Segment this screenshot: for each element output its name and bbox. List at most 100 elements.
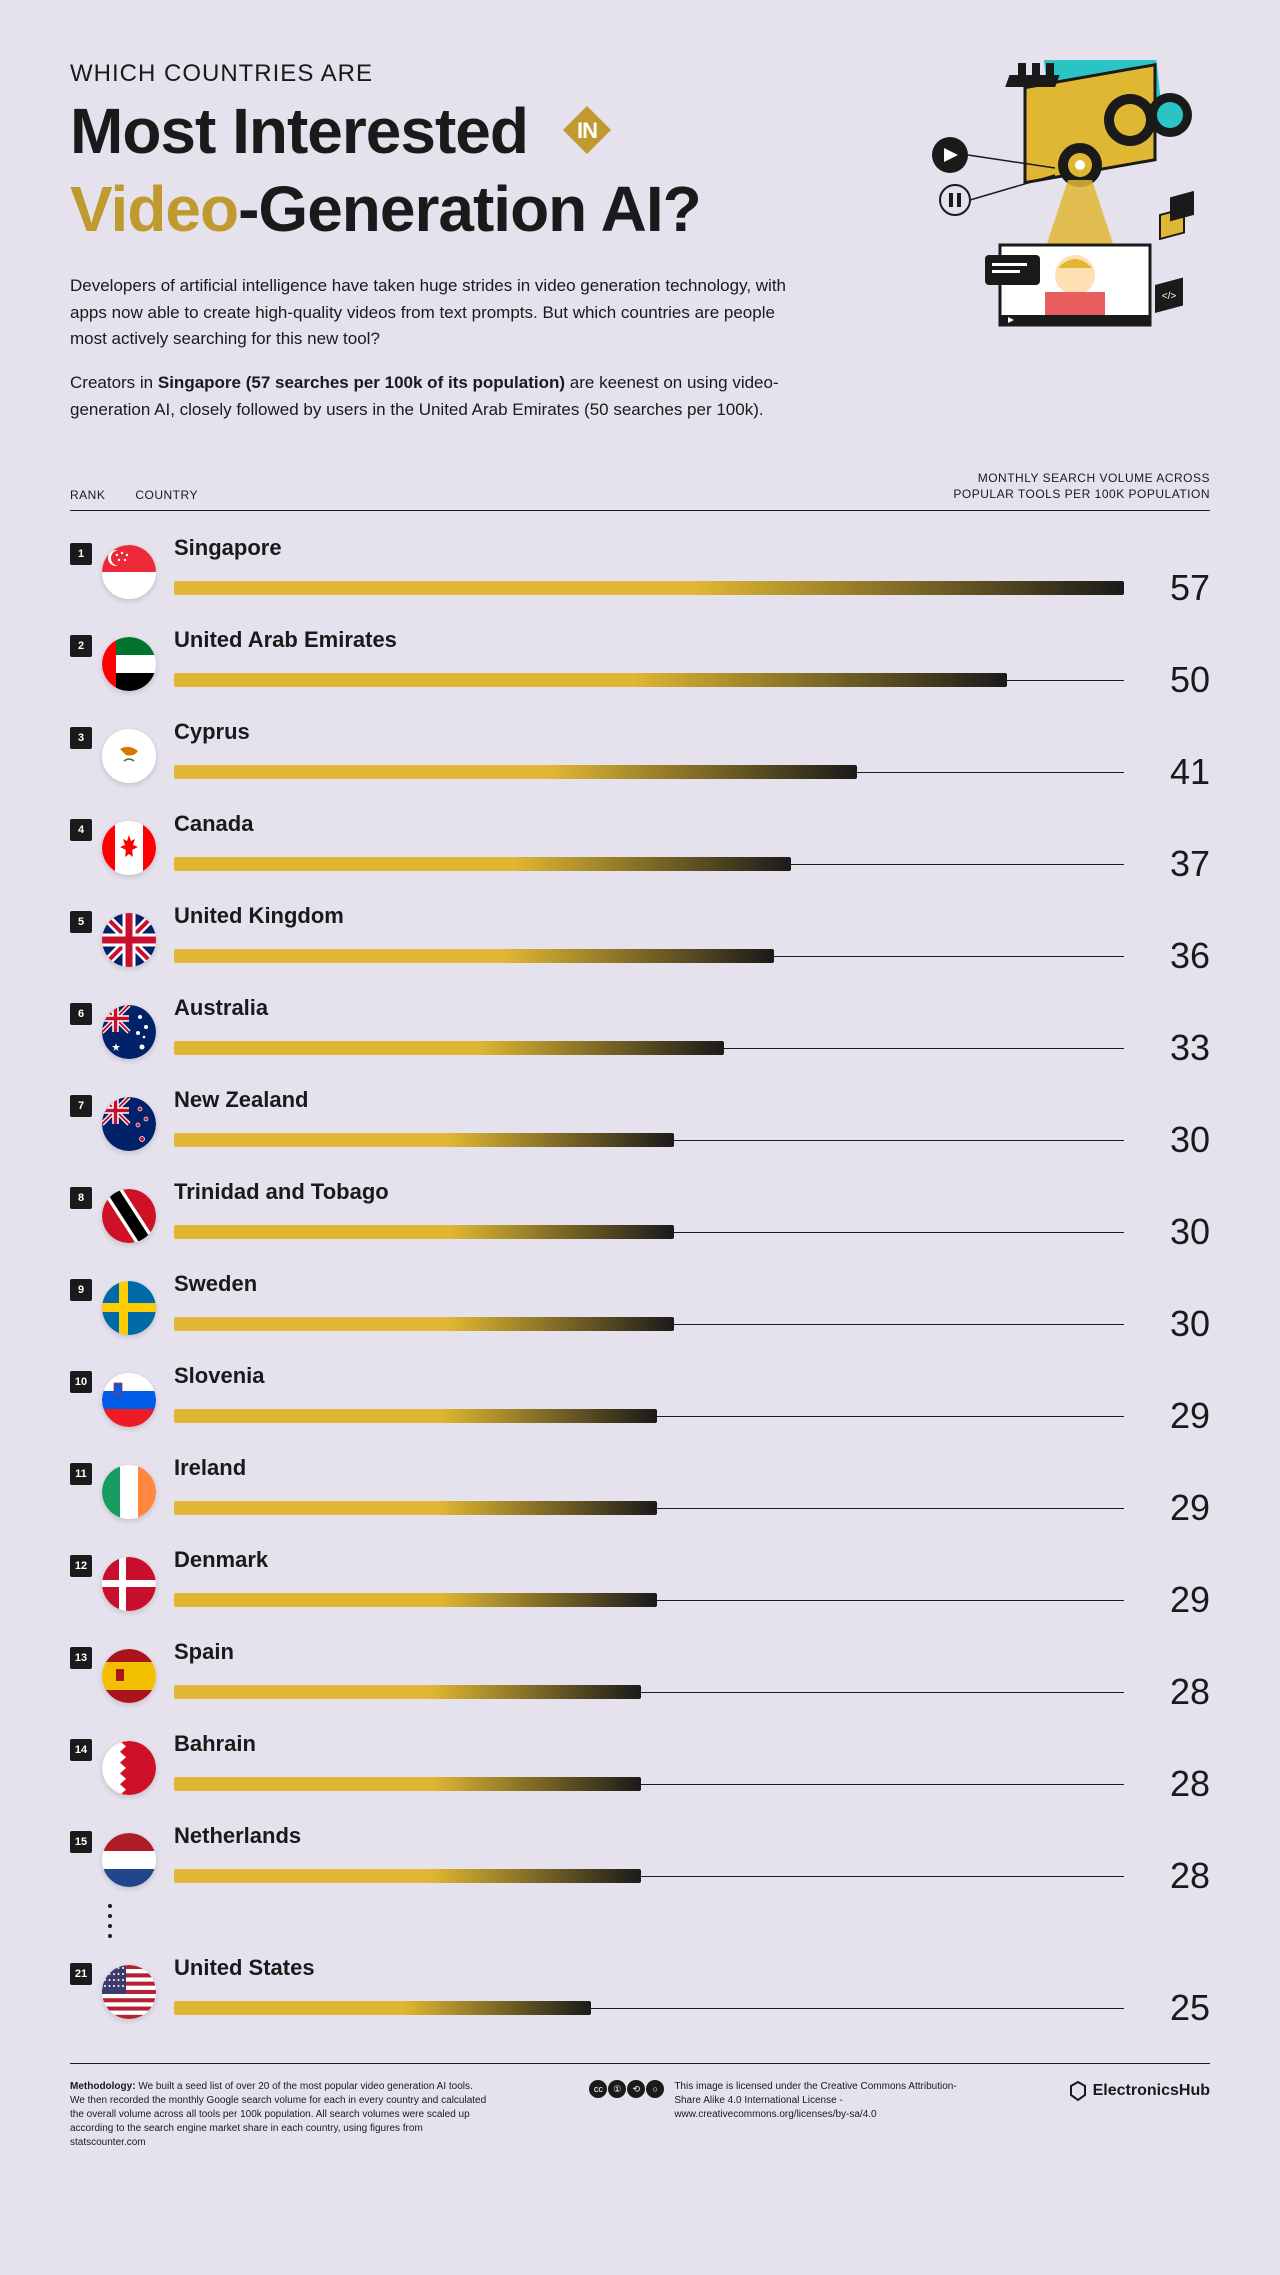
bar-value: 28 [1140,1671,1210,1713]
flag-icon [102,1833,156,1887]
bar-value: 41 [1140,751,1210,793]
table-row: 7 New Zealand 30 [70,1073,1210,1165]
table-row: 6 Australia 33 [70,981,1210,1073]
bar-track [174,1409,1124,1423]
table-row: 14 Bahrain 28 [70,1717,1210,1809]
country-name: Denmark [174,1547,1210,1573]
table-row: 8 Trinidad and Tobago 30 [70,1165,1210,1257]
table-row: 15 Netherlands 28 [70,1809,1210,1901]
bar-value: 36 [1140,935,1210,977]
intro-p1: Developers of artificial intelligence ha… [70,273,790,352]
bar-fill [174,857,791,871]
country-name: Trinidad and Tobago [174,1179,1210,1205]
title-part1: Most Interested [70,95,528,167]
bar-value: 28 [1140,1855,1210,1897]
bar-fill [174,1225,674,1239]
rank-badge: 4 [70,819,92,841]
flag-icon [102,1373,156,1427]
bar-value: 30 [1140,1211,1210,1253]
bar-fill [174,765,857,779]
eyebrow: WHICH COUNTRIES ARE [70,60,830,88]
cc-badge-icon: cc①⟲○ [589,2080,664,2098]
flag-icon [102,1965,156,2019]
rank-badge: 3 [70,727,92,749]
brand-logo: ElectronicsHub [1069,2080,1210,2102]
bar-track [174,949,1124,963]
rank-badge: 2 [70,635,92,657]
flag-icon [102,821,156,875]
country-name: Slovenia [174,1363,1210,1389]
bar-value: 28 [1140,1763,1210,1805]
flag-icon [102,729,156,783]
rank-badge: 1 [70,543,92,565]
bar-fill [174,1409,657,1423]
rank-badge: 8 [70,1187,92,1209]
country-name: Bahrain [174,1731,1210,1757]
bar-value: 33 [1140,1027,1210,1069]
rank-badge: 9 [70,1279,92,1301]
methodology: Methodology: We built a seed list of ove… [70,2080,490,2150]
flag-icon [102,1557,156,1611]
title-rest: -Generation AI? [238,173,701,245]
bar-fill [174,1777,641,1791]
column-headers: RANK COUNTRY MONTHLY SEARCH VOLUME ACROS… [70,471,1210,511]
title-accent: Video [70,173,238,245]
country-name: Ireland [174,1455,1210,1481]
bar-track [174,1501,1124,1515]
bar-track [174,581,1124,595]
footer: Methodology: We built a seed list of ove… [70,2080,1210,2150]
intro-text: Developers of artificial intelligence ha… [70,273,790,423]
bar-fill [174,1041,724,1055]
bar-fill [174,1685,641,1699]
table-row: 5 United Kingdom 36 [70,889,1210,981]
table-row: 1 Singapore 57 [70,521,1210,613]
flag-icon [102,1281,156,1335]
bar-track [174,1317,1124,1331]
bar-fill [174,1869,641,1883]
country-name: Spain [174,1639,1210,1665]
bar-fill [174,1317,674,1331]
gap-dots-icon [106,1901,114,1941]
table-row: 9 Sweden 30 [70,1257,1210,1349]
table-row: 4 Canada 37 [70,797,1210,889]
hero-illustration: </> [870,60,1210,340]
bar-track [174,1777,1124,1791]
bar-value: 30 [1140,1119,1210,1161]
bar-fill [174,581,1124,595]
country-name: Canada [174,811,1210,837]
rank-badge: 7 [70,1095,92,1117]
rank-badge: 5 [70,911,92,933]
bar-value: 57 [1140,567,1210,609]
bar-track [174,857,1124,871]
col-metric-2: POPULAR TOOLS PER 100K POPULATION [953,487,1210,501]
bar-value: 37 [1140,843,1210,885]
table-row: 13 Spain 28 [70,1625,1210,1717]
bar-fill [174,1593,657,1607]
bar-track [174,765,1124,779]
flag-icon [102,1005,156,1059]
flag-icon [102,545,156,599]
in-badge-icon: IN [553,96,621,176]
flag-icon [102,1649,156,1703]
country-name: United States [174,1955,1210,1981]
bar-value: 29 [1140,1579,1210,1621]
rank-badge: 21 [70,1963,92,1985]
rank-badge: 12 [70,1555,92,1577]
flag-icon [102,1741,156,1795]
country-name: Sweden [174,1271,1210,1297]
table-row: 11 Ireland 29 [70,1441,1210,1533]
rank-badge: 10 [70,1371,92,1393]
bar-fill [174,949,774,963]
col-metric-1: MONTHLY SEARCH VOLUME ACROSS [978,471,1210,485]
rank-badge: 13 [70,1647,92,1669]
chart-rows: 1 Singapore 57 2 United Arab Emirates 50 [70,521,1210,2033]
intro-p2: Creators in Singapore (57 searches per 1… [70,370,790,423]
country-name: Cyprus [174,719,1210,745]
country-name: United Kingdom [174,903,1210,929]
country-name: United Arab Emirates [174,627,1210,653]
flag-icon [102,1189,156,1243]
flag-icon [102,637,156,691]
flag-icon [102,1097,156,1151]
bar-track [174,2001,1124,2015]
col-country: COUNTRY [135,488,198,502]
